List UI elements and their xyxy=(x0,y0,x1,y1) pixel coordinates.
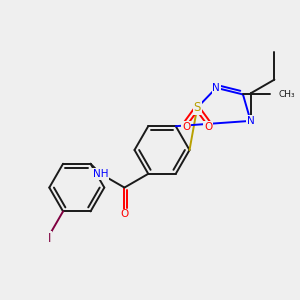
Text: O: O xyxy=(120,209,129,219)
Text: N: N xyxy=(247,116,254,126)
Text: N: N xyxy=(212,83,220,93)
Text: S: S xyxy=(194,101,201,114)
Text: I: I xyxy=(48,232,51,244)
Text: NH: NH xyxy=(93,169,108,179)
Text: CH₃: CH₃ xyxy=(279,90,295,99)
Text: O: O xyxy=(182,122,190,132)
Text: O: O xyxy=(204,122,212,132)
